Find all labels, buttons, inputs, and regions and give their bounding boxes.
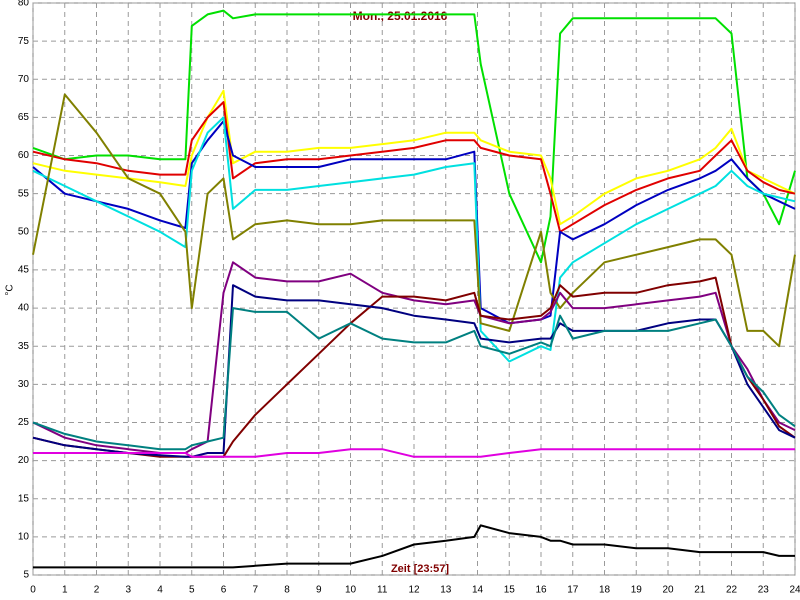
x-tick-label: 24 — [789, 585, 800, 596]
x-tick-label: 4 — [157, 585, 163, 596]
x-tick-label: 6 — [221, 585, 227, 596]
y-tick-label: 30 — [18, 379, 30, 390]
x-tick-label: 3 — [125, 585, 131, 596]
y-tick-label: 40 — [18, 303, 30, 314]
y-axis-label: °C — [5, 284, 16, 295]
x-tick-label: 15 — [504, 585, 516, 596]
y-tick-label: 25 — [18, 417, 30, 428]
x-tick-label: 19 — [631, 585, 643, 596]
y-tick-label: 75 — [18, 36, 30, 47]
x-tick-label: 8 — [284, 585, 290, 596]
series-line — [32, 284, 796, 458]
y-tick-label: 45 — [18, 265, 30, 276]
x-tick-label: 16 — [535, 585, 547, 596]
y-tick-label: 15 — [18, 493, 30, 504]
y-tick-label: 10 — [18, 532, 30, 543]
y-tick-label: 60 — [18, 150, 30, 161]
x-tick-label: 7 — [252, 585, 258, 596]
x-tick-label: 17 — [567, 585, 579, 596]
x-tick-label: 0 — [30, 585, 36, 596]
x-tick-label: 20 — [662, 585, 674, 596]
x-tick-label: 18 — [599, 585, 611, 596]
x-tick-label: 22 — [726, 585, 738, 596]
y-tick-label: 70 — [18, 74, 30, 85]
series-line — [32, 120, 796, 325]
y-tick-label: 55 — [18, 188, 30, 199]
series-line — [32, 9, 796, 264]
x-tick-label: 2 — [94, 585, 100, 596]
y-tick-label: 5 — [23, 570, 29, 581]
y-tick-label: 20 — [18, 455, 30, 466]
x-tick-label: 10 — [345, 585, 357, 596]
series-line — [32, 89, 796, 226]
series-line — [33, 524, 795, 569]
y-tick-label: 35 — [18, 341, 30, 352]
x-tick-label: 12 — [408, 585, 420, 596]
x-tick-label: 5 — [189, 585, 195, 596]
series-line — [32, 261, 796, 454]
x-tick-label: 14 — [472, 585, 484, 596]
y-tick-label: 80 — [18, 0, 30, 9]
x-tick-label: 11 — [377, 585, 388, 596]
chart-title: Mon., 25.01.2016 — [353, 9, 448, 23]
series-line — [32, 307, 796, 451]
x-tick-label: 21 — [694, 585, 706, 596]
x-tick-label: 23 — [758, 585, 770, 596]
y-tick-label: 65 — [18, 112, 30, 123]
x-tick-label: 9 — [316, 585, 322, 596]
y-tick-label: 50 — [18, 226, 30, 237]
series-line — [32, 93, 796, 348]
series-line — [32, 101, 796, 233]
x-axis-label: Zeit [23:57] — [391, 563, 449, 575]
series-line — [33, 448, 795, 458]
series-line — [32, 116, 796, 363]
x-tick-label: 13 — [440, 585, 452, 596]
x-tick-label: 1 — [62, 585, 68, 596]
